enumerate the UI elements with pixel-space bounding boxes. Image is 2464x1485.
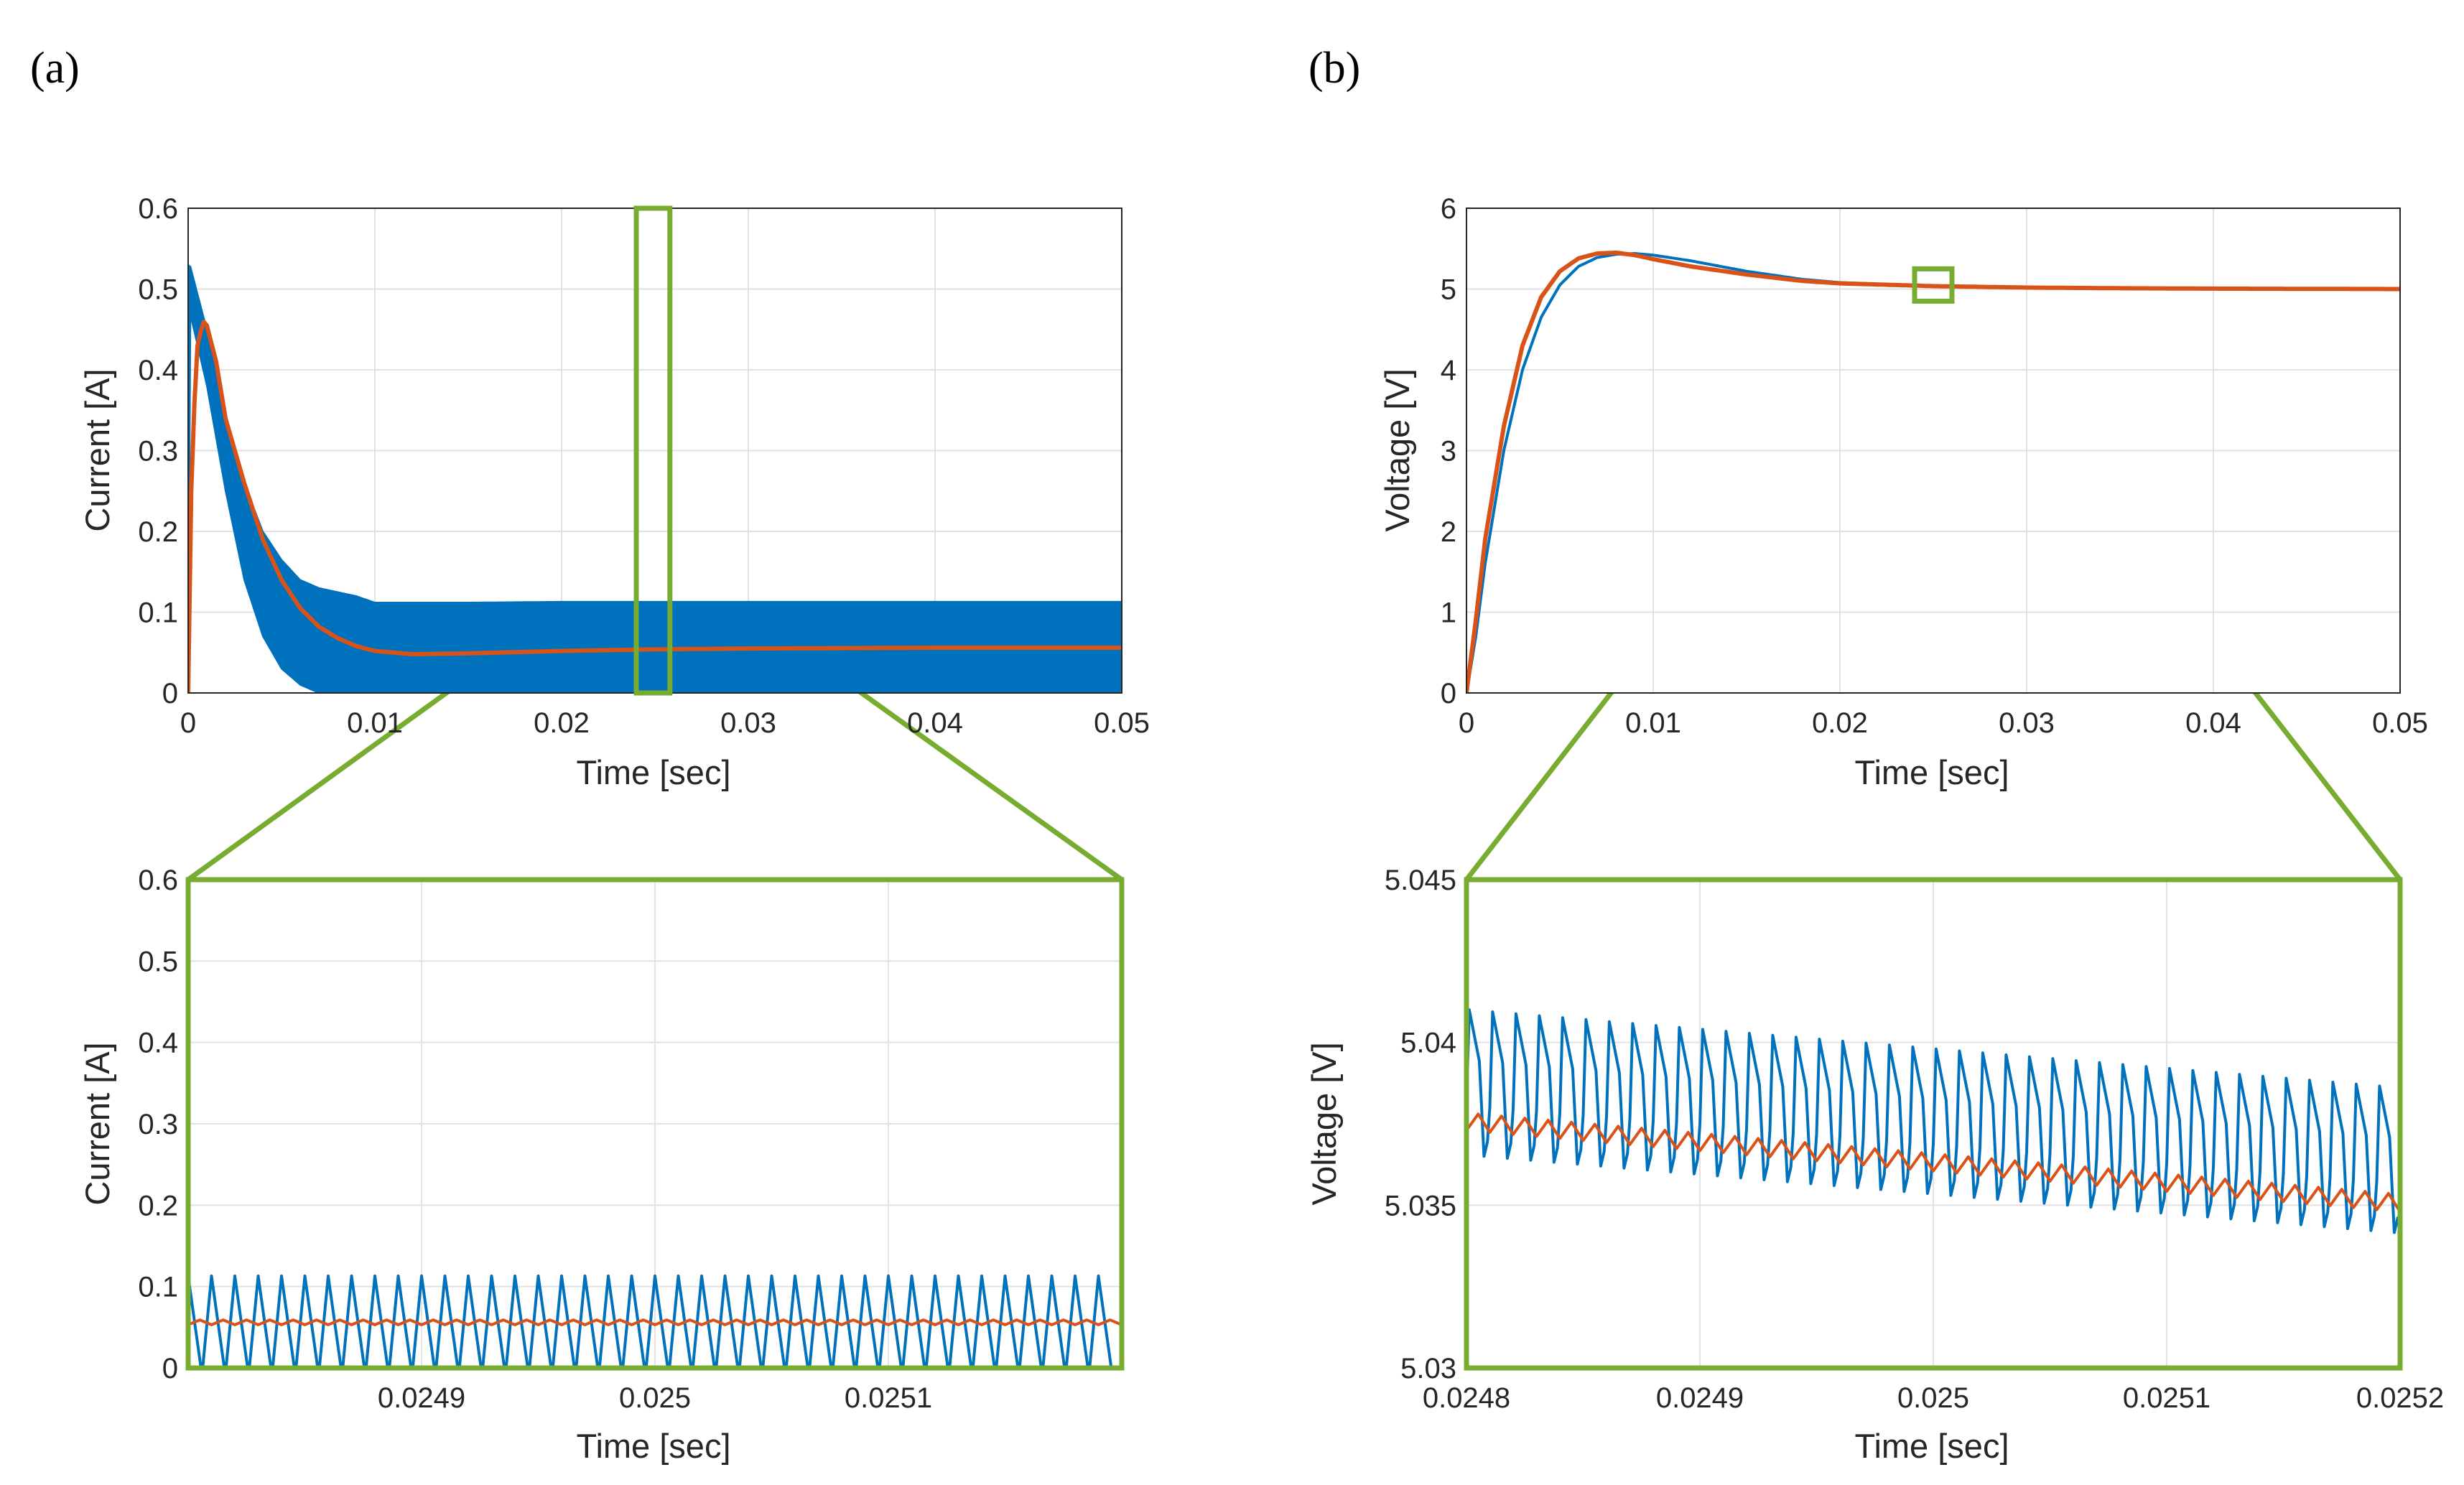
series-group bbox=[1466, 250, 2400, 693]
y-tick-label: 0.6 bbox=[138, 865, 178, 896]
y-tick-label: 5 bbox=[1441, 274, 1456, 306]
y-tick-label: 0.3 bbox=[138, 1109, 178, 1140]
ylabel-b-bottom: Voltage [V] bbox=[1305, 1042, 1343, 1205]
panel-label-a: (a) bbox=[30, 44, 80, 93]
y-tick-label: 0 bbox=[162, 678, 178, 709]
x-tick-label: 0.03 bbox=[1999, 707, 2055, 739]
ylabel-a-top: Current [A] bbox=[78, 368, 116, 531]
y-tick-label: 0.1 bbox=[138, 1272, 178, 1303]
series-group bbox=[188, 264, 1122, 693]
series-blue-band bbox=[188, 264, 1122, 693]
y-tick-label: 0.2 bbox=[138, 516, 178, 548]
y-tick-label: 0.4 bbox=[138, 1028, 178, 1059]
plot-b-voltage-zoom: Time [sec] Voltage [V] 0.0248 0.0249 0.025… bbox=[1305, 865, 2444, 1465]
x-tick-label: 0.04 bbox=[907, 707, 963, 739]
zoom-frame bbox=[185, 877, 1125, 1371]
series-group bbox=[188, 1274, 1122, 1368]
x-tick-label: 0.03 bbox=[720, 707, 776, 739]
xlabel-b-top: Time [sec] bbox=[1854, 753, 2009, 791]
x-tick-label: 0.05 bbox=[2372, 707, 2428, 739]
y-tick-label: 0.6 bbox=[138, 193, 178, 225]
x-tick-label: 0.02 bbox=[1812, 707, 1868, 739]
zoom-window bbox=[633, 205, 673, 696]
x-tick-label: 0.01 bbox=[347, 707, 403, 739]
x-tick-label: 0.0252 bbox=[2356, 1382, 2444, 1414]
x-tick-label: 0.0251 bbox=[2123, 1382, 2210, 1414]
plot-b-voltage-overview: Time [sec] Voltage [V] 0 0.01 0.02 0.03 0.04… bbox=[1378, 193, 2428, 791]
series-orange-line bbox=[188, 320, 1122, 693]
series-orange-ripple bbox=[188, 1318, 1122, 1326]
y-tick-label: 2 bbox=[1441, 516, 1456, 548]
x-tick-label: 0.0249 bbox=[378, 1382, 465, 1414]
y-tick-label: 6 bbox=[1441, 193, 1456, 225]
x-tick-label: 0.02 bbox=[534, 707, 590, 739]
x-tick-label: 0.025 bbox=[1897, 1382, 1969, 1414]
y-tick-label: 0 bbox=[1441, 678, 1456, 709]
panel-label-b: (b) bbox=[1308, 44, 1360, 93]
y-tick-label: 1 bbox=[1441, 597, 1456, 629]
y-tick-label: 0.5 bbox=[138, 946, 178, 977]
x-tick-label: 0.0249 bbox=[1656, 1382, 1744, 1414]
x-tick-label: 0.0248 bbox=[1423, 1382, 1510, 1414]
x-tick-label: 0.05 bbox=[1094, 707, 1150, 739]
y-tick-label: 0 bbox=[162, 1353, 178, 1384]
series-orange-ripple bbox=[1466, 1112, 2400, 1213]
x-tick-label: 0.025 bbox=[619, 1382, 691, 1414]
y-tick-label: 0.1 bbox=[138, 597, 178, 629]
axes-box bbox=[1466, 208, 2401, 694]
y-tick-label: 5.04 bbox=[1400, 1028, 1456, 1059]
x-tick-label: 0.0251 bbox=[845, 1382, 932, 1414]
series-orange-line bbox=[1466, 250, 2400, 693]
y-tick-label: 5.03 bbox=[1400, 1353, 1456, 1384]
zoom-window bbox=[1912, 266, 1955, 304]
y-tick-label: 0.5 bbox=[138, 274, 178, 306]
y-tick-label: 0.4 bbox=[138, 355, 178, 386]
series-blue-ripple bbox=[188, 1274, 1122, 1368]
y-tick-label: 5.045 bbox=[1385, 865, 1456, 896]
xlabel-a-bottom: Time [sec] bbox=[576, 1427, 730, 1465]
plot-a-current-overview: Time [sec] Current [A] 0 0.01 0.02 0.03 0.04… bbox=[78, 193, 1150, 791]
y-tick-label: 5.035 bbox=[1385, 1190, 1456, 1221]
y-tick-label: 4 bbox=[1441, 355, 1456, 386]
series-blue-ripple bbox=[1466, 1008, 2400, 1235]
plot-a-current-zoom: Time [sec] Current [A] 0.0249 0.025 0.0251… bbox=[78, 865, 1125, 1465]
series-group bbox=[1466, 1008, 2400, 1235]
x-tick-label: 0.01 bbox=[1625, 707, 1681, 739]
ylabel-a-bottom: Current [A] bbox=[78, 1042, 116, 1205]
xlabel-b-bottom: Time [sec] bbox=[1854, 1427, 2009, 1465]
xlabel-a-top: Time [sec] bbox=[576, 753, 730, 791]
x-tick-label: 0 bbox=[1459, 707, 1474, 739]
y-tick-label: 3 bbox=[1441, 436, 1456, 467]
ylabel-b-top: Voltage [V] bbox=[1378, 368, 1416, 531]
x-tick-label: 0.04 bbox=[2185, 707, 2241, 739]
y-tick-label: 0.3 bbox=[138, 436, 178, 467]
zoom-frame bbox=[1464, 877, 2403, 1371]
y-tick-label: 0.2 bbox=[138, 1190, 178, 1221]
x-tick-label: 0 bbox=[180, 707, 196, 739]
